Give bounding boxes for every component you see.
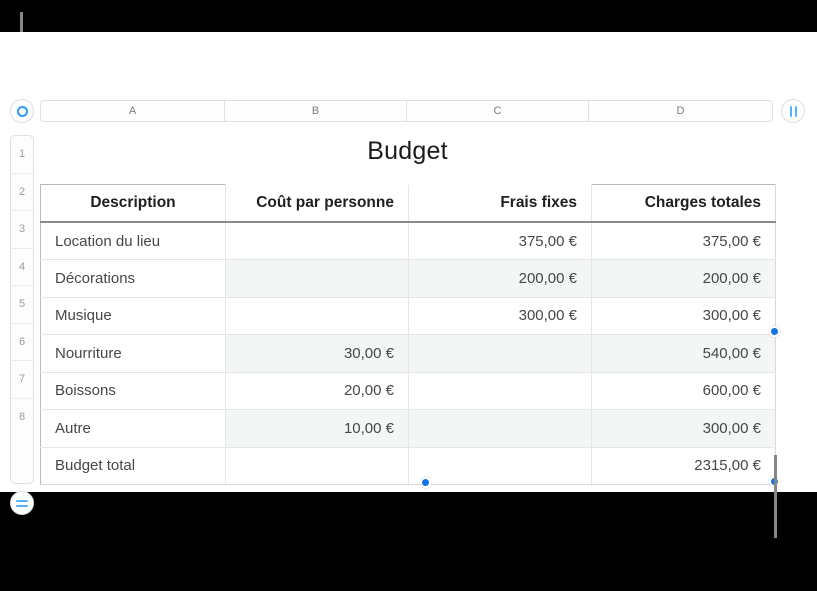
table-row: Musique 300,00 € 300,00 € <box>40 297 776 335</box>
cell-cost-per-person[interactable] <box>225 259 409 298</box>
add-row-icon <box>16 499 28 507</box>
header-cell-description[interactable]: Description <box>40 184 226 223</box>
table-row: Nourriture 30,00 € 540,00 € <box>40 334 776 373</box>
cell-total-charges[interactable]: 375,00 € <box>591 222 776 260</box>
circle-icon <box>16 105 28 117</box>
row-header-7[interactable]: 7 <box>11 361 33 399</box>
callout-leader-line-bottom <box>774 455 777 538</box>
cell-fixed-costs[interactable]: 375,00 € <box>408 222 592 260</box>
add-row-button[interactable] <box>10 491 34 515</box>
table-footer-row: Budget total 2315,00 € <box>40 447 776 485</box>
cell-total-charges[interactable]: 540,00 € <box>591 334 776 373</box>
cell-description[interactable]: Décorations <box>40 259 226 298</box>
column-header-c[interactable]: C <box>406 100 589 122</box>
cell-description[interactable]: Boissons <box>40 372 226 410</box>
cell-description[interactable]: Nourriture <box>40 334 226 373</box>
row-header-4[interactable]: 4 <box>11 249 33 286</box>
cell-total-charges[interactable]: 200,00 € <box>591 259 776 298</box>
table-row: Décorations 200,00 € 200,00 € <box>40 259 776 298</box>
row-header-1[interactable]: 1 <box>11 136 33 174</box>
cell-fixed-costs[interactable] <box>408 334 592 373</box>
spreadsheet-canvas: A B C D 1 2 3 4 5 6 7 8 Budget <box>0 32 817 515</box>
cell-cost-per-person[interactable]: 30,00 € <box>225 334 409 373</box>
table-title[interactable]: Budget <box>367 137 448 165</box>
cell-total-charges[interactable]: 2315,00 € <box>591 447 776 485</box>
table-row: Boissons 20,00 € 600,00 € <box>40 372 776 410</box>
header-cell-total-charges[interactable]: Charges totales <box>591 184 776 223</box>
cell-fixed-costs[interactable] <box>408 372 592 410</box>
row-header-8[interactable]: 8 <box>18 411 26 424</box>
header-cell-cost-per-person[interactable]: Coût par personne <box>225 184 409 223</box>
budget-table: Description Coût par personne Frais fixe… <box>40 184 776 485</box>
cell-description[interactable]: Budget total <box>40 447 226 485</box>
column-header-strip: A B C D <box>40 100 775 122</box>
cell-cost-per-person[interactable] <box>225 297 409 335</box>
row-header-3[interactable]: 3 <box>11 211 33 249</box>
selection-handle-right-top[interactable] <box>769 326 780 337</box>
column-header-a[interactable]: A <box>40 100 225 122</box>
cell-description[interactable]: Autre <box>40 409 226 448</box>
table-row: Location du lieu 375,00 € 375,00 € <box>40 222 776 260</box>
cell-fixed-costs[interactable]: 300,00 € <box>408 297 592 335</box>
add-column-icon <box>789 105 797 117</box>
cell-total-charges[interactable]: 300,00 € <box>591 409 776 448</box>
cell-description[interactable]: Location du lieu <box>40 222 226 260</box>
row-header-gutter: 1 2 3 4 5 6 7 8 <box>10 135 34 484</box>
cell-fixed-costs[interactable] <box>408 447 592 485</box>
table-row: Autre 10,00 € 300,00 € <box>40 409 776 448</box>
cell-description[interactable]: Musique <box>40 297 226 335</box>
cell-fixed-costs[interactable]: 200,00 € <box>408 259 592 298</box>
cell-cost-per-person[interactable]: 20,00 € <box>225 372 409 410</box>
cell-total-charges[interactable]: 300,00 € <box>591 297 776 335</box>
column-header-b[interactable]: B <box>224 100 407 122</box>
cell-total-charges[interactable]: 600,00 € <box>591 372 776 410</box>
table-header-row: Description Coût par personne Frais fixe… <box>40 184 776 223</box>
cell-fixed-costs[interactable] <box>408 409 592 448</box>
cell-cost-per-person[interactable] <box>225 447 409 485</box>
cell-cost-per-person[interactable] <box>225 222 409 260</box>
row-header-5[interactable]: 5 <box>11 286 33 324</box>
add-column-button[interactable] <box>781 99 805 123</box>
column-header-d[interactable]: D <box>588 100 773 122</box>
cell-cost-per-person[interactable]: 10,00 € <box>225 409 409 448</box>
row-header-6[interactable]: 6 <box>11 324 33 361</box>
select-all-table-button[interactable] <box>10 99 34 123</box>
selection-handle-bottom[interactable] <box>420 477 431 488</box>
row-header-2[interactable]: 2 <box>11 174 33 211</box>
header-cell-fixed-costs[interactable]: Frais fixes <box>408 184 592 223</box>
